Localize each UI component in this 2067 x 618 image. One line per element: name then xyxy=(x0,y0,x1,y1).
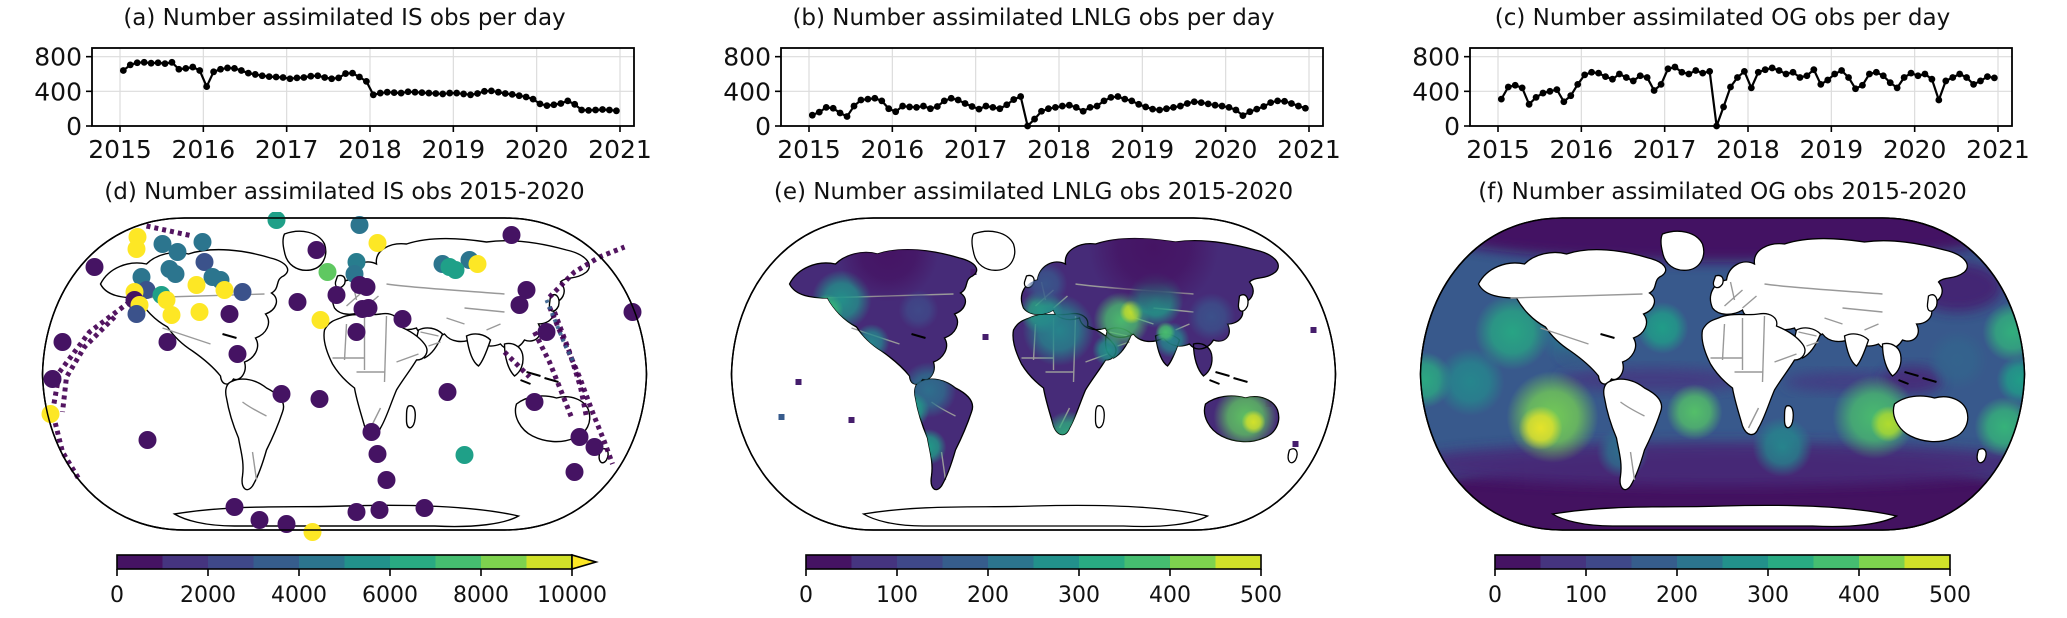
svg-text:500: 500 xyxy=(1929,583,1971,608)
colorbar-d: 0 2000 4000 6000 8000 10000 xyxy=(110,553,607,608)
svg-text:2015: 2015 xyxy=(88,135,152,164)
svg-text:800: 800 xyxy=(723,43,771,72)
svg-text:2017: 2017 xyxy=(1633,135,1697,164)
svg-text:200: 200 xyxy=(1656,583,1698,608)
svg-text:2018: 2018 xyxy=(1027,135,1091,164)
svg-text:2018: 2018 xyxy=(338,135,402,164)
svg-text:2019: 2019 xyxy=(1111,135,1175,164)
svg-text:2017: 2017 xyxy=(944,135,1008,164)
svg-text:400: 400 xyxy=(1412,77,1460,106)
colorbar-f: 0 100 200 300 400 500 xyxy=(1488,554,1971,608)
map-f xyxy=(1419,217,2026,531)
svg-text:200: 200 xyxy=(967,583,1009,608)
svg-text:800: 800 xyxy=(1412,43,1460,72)
svg-text:2019: 2019 xyxy=(1800,135,1864,164)
svg-text:2000: 2000 xyxy=(180,583,236,608)
svg-text:2020: 2020 xyxy=(1194,135,1258,164)
svg-text:400: 400 xyxy=(1838,583,1880,608)
panel-b-title: (b) Number assimilated LNLG obs per day xyxy=(792,5,1275,31)
svg-text:2021: 2021 xyxy=(588,135,652,164)
svg-text:10000: 10000 xyxy=(537,583,607,608)
svg-text:2015: 2015 xyxy=(1466,135,1530,164)
panel-f-title: (f) Number assimilated OG obs 2015-2020 xyxy=(1478,179,1967,205)
panel-c-title: (c) Number assimilated OG obs per day xyxy=(1494,5,1951,31)
svg-text:0: 0 xyxy=(1488,583,1502,608)
svg-text:2020: 2020 xyxy=(505,135,569,164)
svg-text:300: 300 xyxy=(1747,583,1789,608)
svg-text:100: 100 xyxy=(876,583,918,608)
svg-text:0: 0 xyxy=(1444,112,1460,141)
svg-text:0: 0 xyxy=(110,583,124,608)
svg-text:2019: 2019 xyxy=(422,135,486,164)
svg-text:400: 400 xyxy=(34,77,82,106)
svg-text:2018: 2018 xyxy=(1716,135,1780,164)
svg-text:2021: 2021 xyxy=(1277,135,1341,164)
svg-text:4000: 4000 xyxy=(271,583,327,608)
timeseries-c: 0 400 800 2015 2016 2017 2018 2019 2020 2021 xyxy=(1412,43,2030,164)
panel-e-title: (e) Number assimilated LNLG obs 2015-202… xyxy=(773,179,1294,205)
column-is: (a) Number assimilated IS obs per day 0 4… xyxy=(0,0,689,618)
svg-text:0: 0 xyxy=(755,112,771,141)
timeseries-a: 0 400 800 2015 2016 2017 2018 2019 2020 2021 xyxy=(34,43,652,164)
svg-text:100: 100 xyxy=(1565,583,1607,608)
map-e xyxy=(730,217,1337,531)
timeseries-b: 0 400 800 2015 2016 2017 2018 2019 2020 2021 xyxy=(723,43,1341,164)
svg-text:2020: 2020 xyxy=(1883,135,1947,164)
svg-text:800: 800 xyxy=(34,43,82,72)
column-lnlg: (b) Number assimilated LNLG obs per day … xyxy=(689,0,1378,618)
svg-text:400: 400 xyxy=(723,77,771,106)
svg-text:2016: 2016 xyxy=(861,135,925,164)
map-d xyxy=(41,212,648,541)
svg-text:300: 300 xyxy=(1058,583,1100,608)
svg-text:2015: 2015 xyxy=(777,135,841,164)
colorbar-e: 0 100 200 300 400 500 xyxy=(799,554,1282,608)
svg-text:6000: 6000 xyxy=(362,583,418,608)
svg-text:2017: 2017 xyxy=(255,135,319,164)
svg-text:0: 0 xyxy=(799,583,813,608)
svg-text:2016: 2016 xyxy=(172,135,236,164)
svg-text:400: 400 xyxy=(1149,583,1191,608)
svg-text:8000: 8000 xyxy=(453,583,509,608)
svg-text:2021: 2021 xyxy=(1966,135,2030,164)
column-og: (c) Number assimilated OG obs per day 0 4… xyxy=(1378,0,2067,618)
svg-text:500: 500 xyxy=(1240,583,1282,608)
svg-text:2016: 2016 xyxy=(1550,135,1614,164)
panel-a-title: (a) Number assimilated IS obs per day xyxy=(123,5,566,31)
panel-d-title: (d) Number assimilated IS obs 2015-2020 xyxy=(104,179,585,205)
svg-text:0: 0 xyxy=(66,112,82,141)
